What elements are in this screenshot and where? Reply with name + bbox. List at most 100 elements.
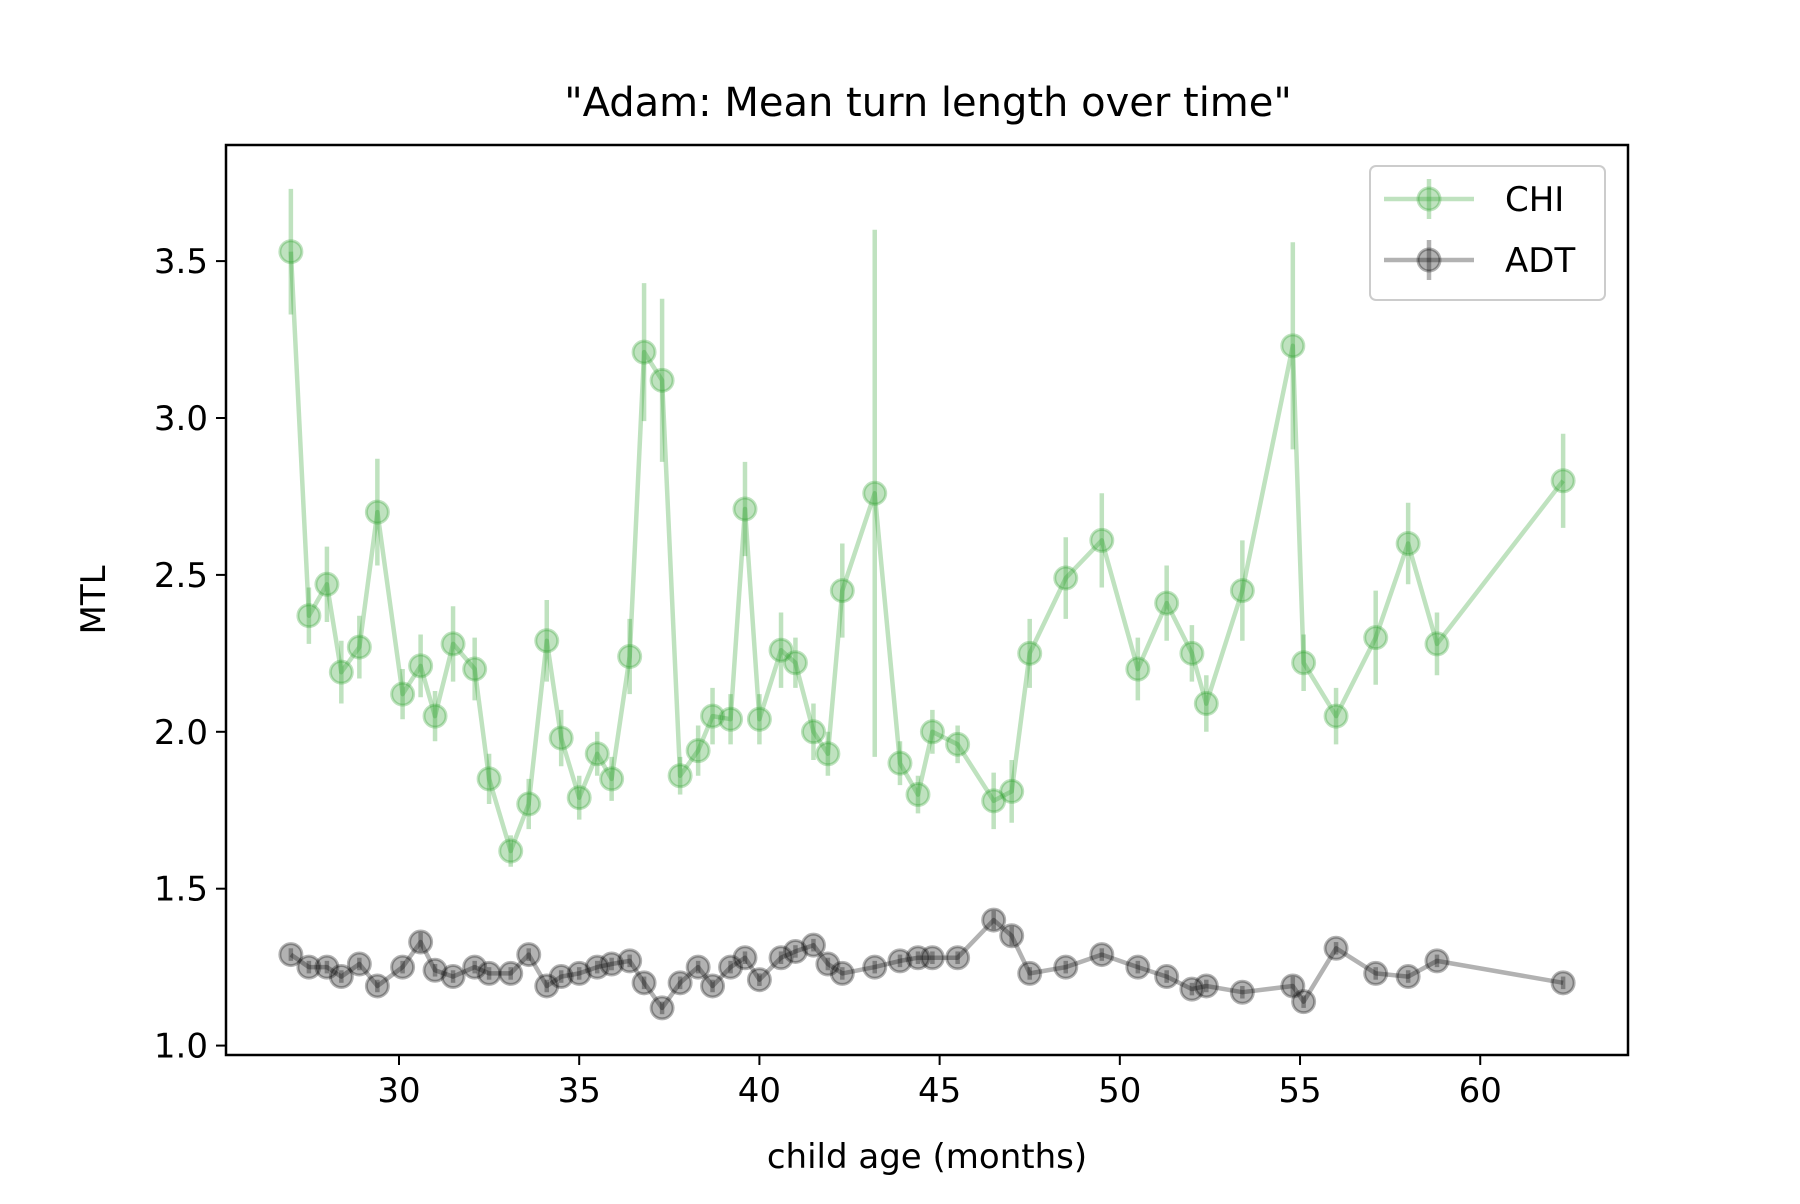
data-point-adt xyxy=(1179,976,1205,1002)
data-point-adt xyxy=(905,945,931,971)
data-point-chi xyxy=(919,719,945,745)
data-point-chi xyxy=(999,778,1025,804)
legend-entry-chi: CHI xyxy=(1384,179,1564,220)
x-tick-label: 60 xyxy=(1459,1071,1502,1111)
data-point-adt xyxy=(462,954,488,980)
legend-entries: CHI ADT xyxy=(1384,179,1575,281)
data-point-adt xyxy=(390,954,416,980)
x-tick-label: 50 xyxy=(1098,1071,1141,1111)
data-point-chi xyxy=(516,791,542,817)
data-point-chi xyxy=(746,706,772,732)
data-point-chi xyxy=(685,738,711,764)
data-point-chi xyxy=(862,480,888,506)
data-point-chi xyxy=(534,628,560,654)
data-point-adt xyxy=(1154,964,1180,990)
data-point-adt xyxy=(1363,960,1389,986)
data-point-chi xyxy=(498,838,524,864)
legend-label-adt: ADT xyxy=(1505,241,1575,281)
data-point-adt xyxy=(999,923,1025,949)
data-point-adt xyxy=(887,948,913,974)
data-point-chi xyxy=(617,643,643,669)
data-point-adt xyxy=(718,954,744,980)
data-point-chi xyxy=(1323,703,1349,729)
data-point-chi xyxy=(1089,527,1115,553)
data-point-chi xyxy=(1550,468,1576,494)
x-tick-label: 45 xyxy=(918,1071,961,1111)
data-point-adt xyxy=(919,945,945,971)
data-point-chi xyxy=(649,367,675,393)
y-tick-label: 3.0 xyxy=(154,399,208,439)
data-point-chi xyxy=(314,571,340,597)
data-point-chi xyxy=(1363,625,1389,651)
data-point-adt xyxy=(1424,948,1450,974)
data-point-adt xyxy=(1089,942,1115,968)
data-point-chi xyxy=(1395,531,1421,557)
data-point-adt xyxy=(829,960,855,986)
data-point-adt xyxy=(1125,954,1151,980)
data-point-adt xyxy=(667,970,693,996)
data-point-chi xyxy=(981,788,1007,814)
data-point-adt xyxy=(732,945,758,971)
data-point-adt xyxy=(296,954,322,980)
data-point-adt xyxy=(1323,935,1349,961)
data-point-adt xyxy=(422,957,448,983)
data-point-adt xyxy=(815,951,841,977)
data-point-adt xyxy=(768,945,794,971)
y-axis: 1.0 1.5 2.0 2.5 3.0 3.5 xyxy=(154,242,226,1067)
y-axis-label: MTL xyxy=(74,565,114,634)
data-point-adt xyxy=(631,970,657,996)
data-point-chi xyxy=(1179,640,1205,666)
legend-marker-adt xyxy=(1416,247,1442,273)
legend-frame xyxy=(1369,165,1606,301)
data-point-adt xyxy=(599,951,625,977)
legend-label-chi: CHI xyxy=(1505,180,1564,220)
series-adt xyxy=(278,907,1576,1021)
data-point-chi xyxy=(328,659,354,685)
data-point-adt xyxy=(364,973,390,999)
y-tick-label: 1.0 xyxy=(154,1027,208,1067)
data-point-chi xyxy=(667,763,693,789)
data-point-adt xyxy=(278,942,304,968)
data-point-adt xyxy=(700,973,726,999)
data-point-adt xyxy=(800,932,826,958)
data-point-adt xyxy=(1291,989,1317,1015)
data-point-chi xyxy=(1424,631,1450,657)
legend-entry-adt: ADT xyxy=(1384,240,1575,281)
data-point-adt xyxy=(981,907,1007,933)
data-point-adt xyxy=(782,938,808,964)
data-point-chi xyxy=(887,750,913,776)
data-point-chi xyxy=(346,634,372,660)
data-point-adt xyxy=(314,954,340,980)
data-point-chi xyxy=(800,719,826,745)
series-layer xyxy=(278,188,1576,1021)
data-point-adt xyxy=(1395,964,1421,990)
x-axis: 30 35 40 45 50 55 60 xyxy=(377,1055,1502,1111)
chart-title: "Adam: Mean turn length over time" xyxy=(564,80,1292,126)
data-point-chi xyxy=(1125,656,1151,682)
data-point-chi xyxy=(440,631,466,657)
y-tick-label: 1.5 xyxy=(154,870,208,910)
data-point-chi xyxy=(700,703,726,729)
data-point-adt xyxy=(649,995,675,1021)
data-point-chi xyxy=(815,741,841,767)
data-point-adt xyxy=(584,954,610,980)
data-point-adt xyxy=(1550,970,1576,996)
data-point-chi xyxy=(1193,691,1219,717)
data-point-chi xyxy=(732,496,758,522)
data-point-chi xyxy=(584,741,610,767)
plot-frame xyxy=(224,143,1630,1057)
series-line-chi xyxy=(288,251,1565,854)
data-point-chi xyxy=(945,731,971,757)
data-point-chi xyxy=(462,656,488,682)
data-point-chi xyxy=(364,499,390,525)
data-point-adt xyxy=(440,964,466,990)
x-tick-label: 40 xyxy=(738,1071,781,1111)
series-chi xyxy=(278,188,1576,867)
x-axis-label: child age (months) xyxy=(767,1137,1087,1177)
data-point-chi xyxy=(476,766,502,792)
data-point-chi xyxy=(768,637,794,663)
data-point-chi xyxy=(390,681,416,707)
data-point-chi xyxy=(278,239,304,265)
data-point-adt xyxy=(1017,960,1043,986)
